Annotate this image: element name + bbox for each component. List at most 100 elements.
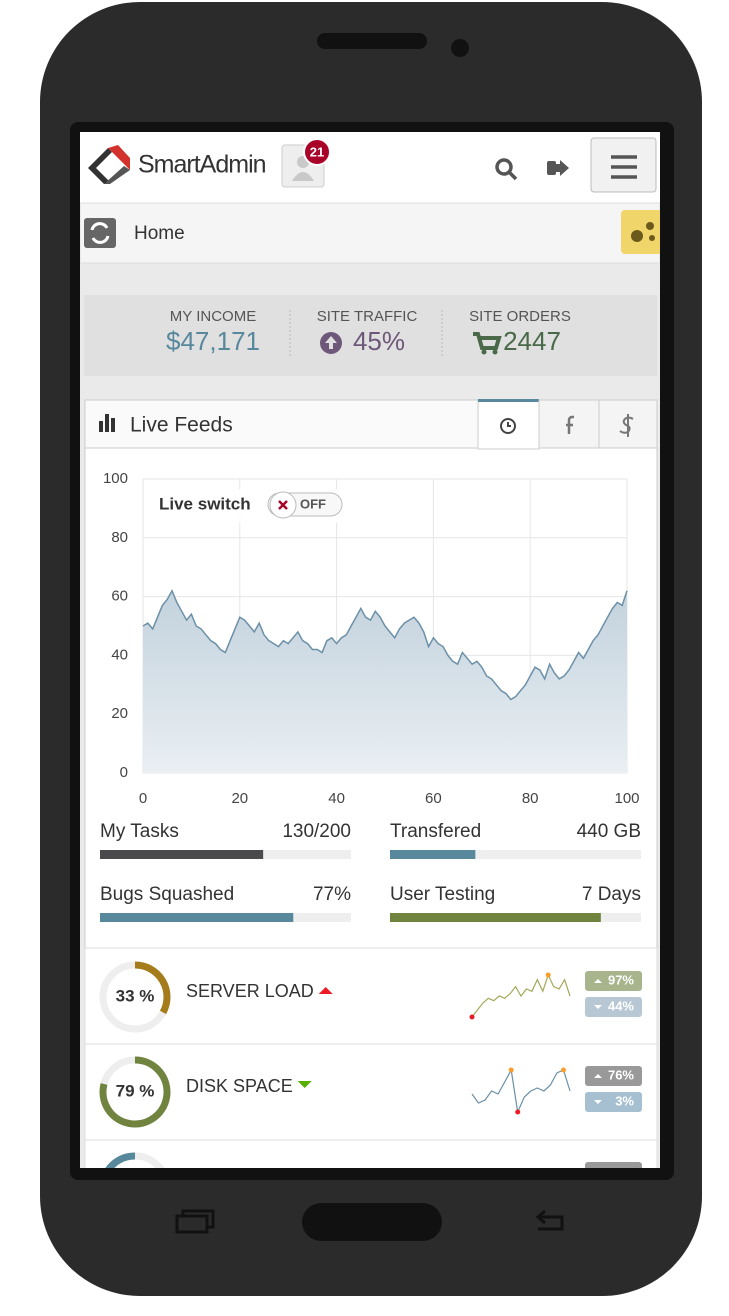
badge-arrow (594, 1005, 602, 1009)
widget-title: Live Feeds (130, 414, 233, 437)
ribbon (80, 202, 660, 264)
bar-icon (99, 414, 115, 432)
badge-arrow (594, 979, 602, 983)
speaker (317, 33, 427, 49)
spark-min (515, 1109, 521, 1115)
donut-arc (134, 961, 171, 1015)
logout-icon[interactable] (547, 160, 569, 176)
badge (585, 971, 642, 991)
trend-icon (297, 1081, 312, 1088)
home-button[interactable] (302, 1203, 442, 1241)
switch-x (278, 500, 288, 510)
switch-label: Live switch (159, 494, 251, 513)
dollar-icon (619, 414, 634, 437)
progress-track (390, 850, 641, 859)
row-label: DISK SPACE (186, 1076, 293, 1096)
stat-label: SITE ORDERS (469, 308, 571, 325)
badge-text: 3% (615, 1093, 634, 1108)
progress-label: Transfered (390, 821, 481, 842)
settings-icon (631, 222, 655, 242)
x-tick-label: 40 (328, 790, 345, 807)
progress-value: 130/200 (282, 821, 351, 842)
refresh-icon (90, 222, 110, 244)
progress-value: 440 GB (577, 821, 641, 842)
y-tick-label: 40 (111, 646, 128, 663)
badge (585, 1092, 642, 1112)
progress-bar (100, 850, 264, 859)
area (143, 590, 627, 773)
x-tick-label: 80 (522, 790, 539, 807)
spark-max (560, 1067, 566, 1073)
progress-label: User Testing (390, 884, 495, 905)
logo (88, 148, 112, 184)
badge-arrow (594, 1100, 602, 1104)
brand: SmartAdmin (138, 151, 266, 179)
spark-min (469, 1014, 475, 1020)
cart-wheel (492, 349, 498, 355)
badge (303, 138, 331, 166)
progress-label: My Tasks (100, 821, 179, 842)
badge-text: 76% (608, 1067, 634, 1082)
cart-wheel (481, 349, 487, 355)
spark-max (545, 972, 551, 978)
progress-label: Bugs Squashed (100, 884, 234, 905)
x-tick-label: 60 (425, 790, 442, 807)
search-icon[interactable] (495, 158, 518, 181)
cart-icon (473, 332, 502, 350)
sparkline (471, 1068, 571, 1115)
logo-dark (104, 166, 130, 184)
row-label: SERVER LOAD (186, 981, 314, 1001)
y-tick-label: 0 (120, 764, 128, 781)
menu-icon (611, 155, 637, 179)
donut-label: 33 % (116, 986, 155, 1005)
y-tick-label: 60 (111, 588, 128, 605)
stat-value: 2447 (503, 326, 561, 356)
stat-list (84, 947, 658, 1168)
donut-label: 79 % (116, 1081, 155, 1100)
stats-bar (84, 295, 657, 376)
stat-value: 45% (353, 326, 405, 356)
camera (451, 39, 469, 57)
y-tick-label: 20 (111, 705, 128, 722)
donut-arc (99, 1056, 171, 1128)
avatar-body (292, 172, 314, 181)
donut-partial-arc (105, 1152, 136, 1168)
badge-text: 44% (608, 998, 634, 1013)
chart: 0 20 40 60 80 100 0 20 40 60 80 100 (103, 470, 640, 807)
badge (585, 997, 642, 1017)
notification-count: 21 (310, 144, 324, 159)
stat-value: $47,171 (166, 326, 260, 356)
badge-arrow (594, 1074, 602, 1078)
progress-bar (390, 850, 476, 859)
menu-button[interactable] (590, 137, 657, 193)
progress-bar (390, 913, 601, 922)
facebook-icon (566, 415, 574, 434)
x-tick-label: 0 (139, 790, 147, 807)
recent-apps[interactable] (175, 1209, 215, 1234)
x-tick-label: 100 (614, 790, 639, 807)
spark-max (508, 1067, 514, 1073)
x-tick-label: 20 (231, 790, 248, 807)
y-tick-label: 100 (103, 470, 128, 487)
progress-value: 7 Days (582, 884, 641, 905)
back-button[interactable] (535, 1209, 564, 1231)
badge-text: 97% (608, 972, 634, 987)
screen: SmartAdmin 21 Home Live Feeds 0 20 40 60 80 1… (80, 132, 665, 1168)
stat-label: SITE TRAFFIC (317, 308, 418, 325)
tab-indicator (478, 399, 539, 402)
progress-value: 77% (313, 884, 351, 905)
sparkline (471, 973, 571, 1018)
breadcrumb: Home (134, 223, 185, 244)
y-tick-label: 80 (111, 529, 128, 546)
logo-red (108, 145, 130, 170)
progress-bar (100, 913, 294, 922)
settings-button[interactable] (621, 210, 665, 254)
switch-state: OFF (300, 496, 326, 511)
up-arrow (325, 336, 337, 349)
line (142, 588, 628, 701)
badge (585, 1066, 642, 1086)
clock-icon (500, 418, 516, 434)
refresh-button[interactable] (84, 218, 116, 248)
